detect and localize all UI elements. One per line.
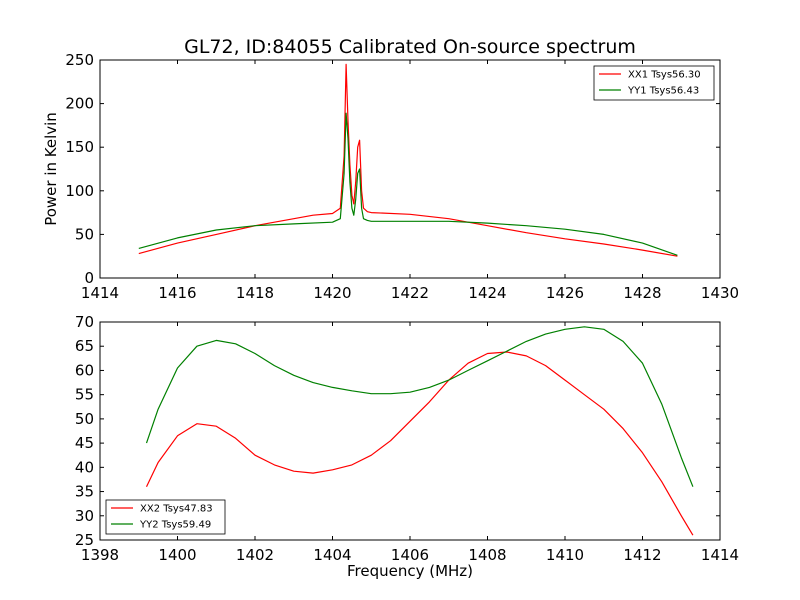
bottom-x-tick-label: 1410 [546,546,584,564]
top-x-tick-label: 1414 [81,284,119,302]
bottom-x-tick-label: 1414 [701,546,739,564]
top-y-tick-label: 0 [84,269,94,287]
top-y-tick-label: 200 [65,95,94,113]
bottom-legend: XX2 Tsys47.83 YY2 Tsys59.49 [105,499,226,535]
top-x-tick-label: 1430 [701,284,739,302]
top-x-tick-label: 1420 [313,284,351,302]
bottom-x-tick-label: 1406 [391,546,429,564]
bottom-y-tick-label: 55 [75,386,94,404]
top-legend-label-xx1: XX1 Tsys56.30 [628,70,701,81]
top-x-ticks: 1414 1416 1418 1420 1422 1424 1426 1428 1430 [81,60,739,302]
bottom-y-ticks: 25 30 35 40 45 50 55 60 65 70 [75,313,720,549]
bottom-x-tick-label: 1402 [236,546,274,564]
bottom-y-tick-label: 45 [75,434,94,452]
bottom-legend-label-yy2: YY2 Tsys59.49 [139,520,211,531]
bottom-x-tick-label: 1400 [158,546,196,564]
top-x-tick-label: 1418 [236,284,274,302]
bottom-legend-frame [105,499,226,535]
bottom-x-ticks: 1398 1400 1402 1404 1406 1408 1410 1412 1414 [81,322,739,564]
bottom-x-tick-label: 1398 [81,546,119,564]
top-series-group [138,63,678,257]
bottom-series-group [145,326,694,536]
bottom-y-tick-label: 50 [75,410,94,428]
top-legend-frame [593,65,715,101]
bottom-series-line-xx [145,351,694,536]
top-x-tick-label: 1424 [468,284,506,302]
top-y-ticks: 0 50 100 150 200 250 [65,51,720,287]
top-x-tick-label: 1422 [391,284,429,302]
bottom-y-tick-label: 35 [75,483,94,501]
top-series-line-yy [138,112,678,256]
bottom-x-tick-label: 1404 [313,546,351,564]
bottom-panel: 1398 1400 1402 1404 1406 1408 1410 1412 1414 25 3… [75,313,739,580]
bottom-y-tick-label: 40 [75,458,94,476]
top-legend-label-yy1: YY1 Tsys56.43 [627,86,699,97]
top-y-axis-label: Power in Kelvin [42,112,60,226]
bottom-x-axis-label: Frequency (MHz) [347,562,473,580]
top-x-tick-label: 1426 [546,284,584,302]
bottom-y-tick-label: 65 [75,337,94,355]
bottom-y-tick-label: 70 [75,313,94,331]
top-legend: XX1 Tsys56.30 YY1 Tsys56.43 [593,65,715,101]
top-y-tick-label: 50 [75,225,94,243]
bottom-legend-label-xx2: XX2 Tsys47.83 [140,504,213,515]
top-series-line-xx [138,63,678,257]
top-y-tick-label: 100 [65,182,94,200]
bottom-x-tick-label: 1408 [468,546,506,564]
top-x-tick-label: 1416 [158,284,196,302]
top-y-tick-label: 150 [65,138,94,156]
top-panel: 1414 1416 1418 1420 1422 1424 1426 1428 1430 0 50… [42,51,739,302]
top-y-tick-label: 250 [65,51,94,69]
bottom-x-tick-label: 1412 [623,546,661,564]
top-x-tick-label: 1428 [623,284,661,302]
bottom-y-tick-label: 60 [75,361,94,379]
bottom-series-line-yy [145,326,694,487]
bottom-y-tick-label: 25 [75,531,94,549]
figure-title: GL72, ID:84055 Calibrated On-source spec… [184,36,636,58]
bottom-y-tick-label: 30 [75,507,94,525]
